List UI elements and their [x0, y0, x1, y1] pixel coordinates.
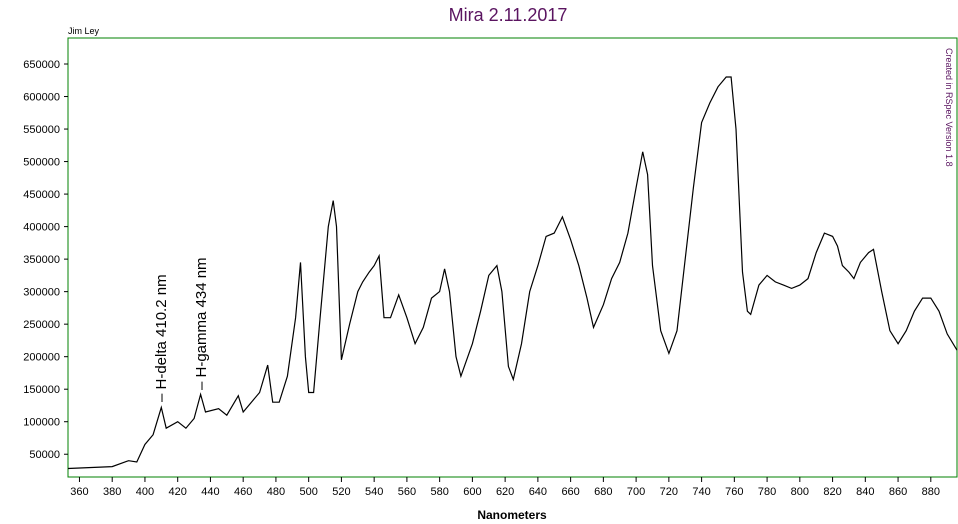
x-tick-label: 780: [758, 486, 776, 498]
credit: Jim Ley: [68, 26, 100, 36]
annotation: – H-gamma 434 nm: [193, 257, 210, 390]
y-tick-label: 400000: [23, 222, 60, 234]
x-tick-label: 700: [627, 486, 645, 498]
y-tick-label: 650000: [23, 59, 60, 71]
x-tick-label: 740: [692, 486, 710, 498]
x-tick-label: 660: [561, 486, 579, 498]
x-tick-label: 440: [201, 486, 219, 498]
x-tick-label: 680: [594, 486, 612, 498]
y-tick-label: 100000: [23, 417, 60, 429]
y-tick-label: 250000: [23, 319, 60, 331]
x-tick-label: 420: [169, 486, 187, 498]
y-tick-label: 350000: [23, 254, 60, 266]
x-tick-label: 400: [136, 486, 154, 498]
software-note: Created in RSpec Version 1.8: [944, 48, 954, 167]
x-tick-label: 540: [365, 486, 383, 498]
annotation: – H-delta 410.2 nm: [153, 274, 170, 402]
x-tick-label: 800: [791, 486, 809, 498]
x-tick-label: 480: [267, 486, 285, 498]
y-tick-label: 200000: [23, 352, 60, 364]
x-tick-label: 620: [496, 486, 514, 498]
y-tick-label: 600000: [23, 92, 60, 104]
y-tick-label: 450000: [23, 189, 60, 201]
x-tick-label: 380: [103, 486, 121, 498]
x-tick-label: 640: [529, 486, 547, 498]
y-tick-label: 150000: [23, 384, 60, 396]
y-tick-label: 500000: [23, 157, 60, 169]
x-tick-label: 360: [70, 486, 88, 498]
x-tick-label: 820: [823, 486, 841, 498]
x-tick-label: 840: [856, 486, 874, 498]
x-tick-label: 560: [398, 486, 416, 498]
spectrum-line: [67, 76, 958, 470]
x-tick-label: 500: [299, 486, 317, 498]
chart-title: Mira 2.11.2017: [449, 5, 568, 25]
x-tick-label: 580: [430, 486, 448, 498]
x-tick-label: 720: [660, 486, 678, 498]
x-tick-label: 760: [725, 486, 743, 498]
x-tick-label: 880: [922, 486, 940, 498]
y-tick-label: 550000: [23, 124, 60, 136]
x-tick-label: 600: [463, 486, 481, 498]
x-tick-label: 460: [234, 486, 252, 498]
y-tick-label: 50000: [29, 449, 60, 461]
x-tick-label: 860: [889, 486, 907, 498]
x-tick-label: 520: [332, 486, 350, 498]
x-axis-label: Nanometers: [477, 508, 547, 522]
y-tick-label: 300000: [23, 287, 60, 299]
plot-frame: [67, 37, 958, 478]
